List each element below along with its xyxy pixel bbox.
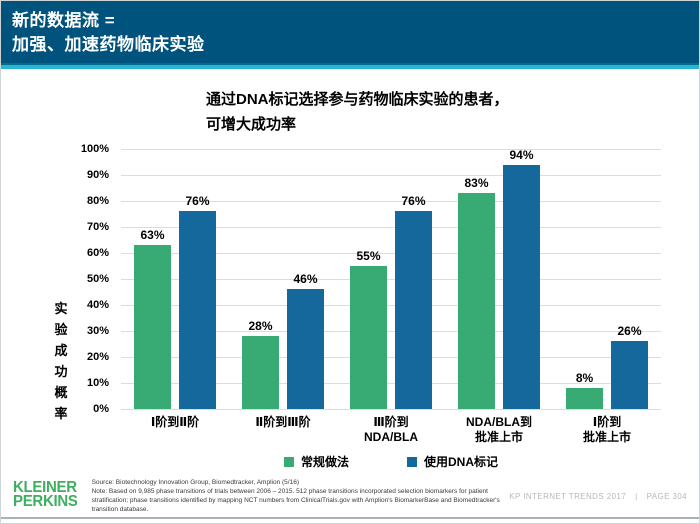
value-label: 94% bbox=[509, 147, 534, 162]
y-tick-label: 50% bbox=[86, 273, 109, 285]
x-axis-label: NDA/BLA到 批准上市 bbox=[466, 415, 532, 444]
gridline bbox=[121, 201, 661, 202]
gridline bbox=[121, 279, 661, 280]
separator: | bbox=[635, 492, 638, 501]
gridline bbox=[121, 175, 661, 176]
y-tick-label: 10% bbox=[86, 377, 109, 389]
y-tick-label: 70% bbox=[86, 221, 109, 233]
y-tick-label: 20% bbox=[86, 351, 109, 363]
slide-reference: KP INTERNET TRENDS 2017 | PAGE 304 bbox=[509, 492, 687, 501]
bar-series2: 76% bbox=[179, 194, 216, 409]
source-note: Source: Biotechnology Innovation Group, … bbox=[92, 478, 510, 514]
bar-series2: 76% bbox=[395, 194, 432, 409]
gridline bbox=[121, 149, 661, 150]
y-tick-label: 0% bbox=[93, 403, 109, 415]
slide-bottom-border bbox=[1, 517, 699, 519]
bar-group: 8% 26% bbox=[553, 149, 661, 409]
kleiner-perkins-logo: KLEINER PERKINS bbox=[13, 478, 78, 511]
y-axis-title: 实验成功概率 bbox=[54, 301, 68, 421]
y-axis-ticks: 0% 10% 20% 30% 40% 50% 60% 70% 80% 90% 100% bbox=[57, 143, 109, 415]
y-tick-label: 90% bbox=[86, 169, 109, 181]
bar-series1: 63% bbox=[134, 228, 171, 409]
legend: 常规做法 使用DNA标记 bbox=[121, 453, 661, 470]
legend-label: 使用DNA标记 bbox=[424, 455, 498, 469]
y-tick-label: 100% bbox=[80, 143, 109, 155]
value-label: 83% bbox=[464, 176, 489, 191]
header-title-line2: 加强、加速药物临床实验 bbox=[12, 35, 205, 54]
bar-group: 83% 94% bbox=[445, 148, 553, 409]
gridline bbox=[121, 253, 661, 254]
bar-group: 28% 46% bbox=[229, 149, 337, 409]
header-title-line1: 新的数据流 = bbox=[12, 11, 116, 30]
value-label: 55% bbox=[356, 249, 381, 263]
value-label: 28% bbox=[248, 319, 273, 334]
page-label: PAGE 304 bbox=[646, 492, 687, 501]
legend-swatch bbox=[283, 456, 294, 467]
logo-line2: PERKINS bbox=[13, 492, 78, 511]
chart-title-line2: 可增大成功率 bbox=[206, 116, 297, 133]
value-label: 76% bbox=[185, 194, 210, 209]
legend-swatch bbox=[407, 456, 417, 467]
legend-item-series2: 使用DNA标记 bbox=[407, 453, 498, 470]
header-banner: 新的数据流 = 加强、加速药物临床实验 bbox=[1, 1, 699, 63]
footer: KLEINER PERKINS Source: Biotechnology In… bbox=[1, 478, 699, 517]
chart-title: 通过DNA标记选择参与药物临床实验的患者， 可增大成功率 bbox=[206, 87, 509, 137]
bar-series1: 28% bbox=[242, 319, 279, 409]
bar-series1: 8% bbox=[566, 371, 603, 409]
value-label: 26% bbox=[617, 324, 642, 339]
gridline bbox=[121, 383, 661, 384]
gridline bbox=[121, 227, 661, 228]
y-tick-label: 60% bbox=[86, 247, 109, 259]
bar-group: 63% 76% bbox=[121, 149, 229, 409]
value-label: 76% bbox=[401, 194, 426, 209]
bar-series2: 46% bbox=[287, 272, 324, 409]
x-axis-labels: Ⅰ阶到Ⅱ阶 Ⅱ阶到Ⅲ阶 Ⅲ阶到 NDA/BLA NDA/BLA到 批准上市 Ⅰ阶到 批准上市 bbox=[121, 415, 661, 445]
legend-label: 常规做法 bbox=[300, 455, 349, 469]
header-accent-stripe bbox=[1, 63, 699, 69]
value-label: 8% bbox=[575, 371, 594, 386]
bar-series1: 55% bbox=[350, 249, 387, 409]
bar-groups: 63% 76% 28% 46% 55% 76% 83% 94% 8% 26% bbox=[121, 148, 661, 409]
bar-group: 55% 76% bbox=[337, 149, 445, 409]
bar-series2: 26% bbox=[611, 324, 648, 409]
legend-item-series1: 常规做法 bbox=[283, 453, 349, 470]
gridline bbox=[121, 305, 661, 306]
value-label: 46% bbox=[293, 272, 318, 287]
note-line: Note: Based on 9,985 phase transitions o… bbox=[91, 488, 500, 514]
plot-area: 63% 76% 28% 46% 55% 76% 83% 94% 8% 26% bbox=[121, 148, 661, 410]
y-tick-label: 80% bbox=[86, 195, 109, 207]
gridline bbox=[121, 331, 661, 332]
x-axis-label: Ⅰ阶到 批准上市 bbox=[582, 415, 631, 444]
source-line: Source: Biotechnology Innovation Group, … bbox=[91, 479, 299, 486]
bar-series2: 94% bbox=[503, 148, 540, 409]
y-tick-label: 30% bbox=[86, 325, 109, 337]
y-tick-label: 40% bbox=[86, 299, 109, 311]
brand-label: KP INTERNET TRENDS 2017 bbox=[509, 492, 627, 501]
x-axis-label: Ⅱ阶到Ⅲ阶 bbox=[255, 415, 311, 429]
gridline bbox=[121, 357, 661, 358]
logo-line1: KLEINER bbox=[13, 478, 77, 497]
bar-series1: 83% bbox=[458, 176, 495, 409]
gridline bbox=[121, 409, 661, 410]
chart-title-line1: 通过DNA标记选择参与药物临床实验的患者， bbox=[206, 91, 509, 108]
x-axis-label: Ⅲ阶到 NDA/BLA bbox=[364, 415, 418, 444]
value-label: 63% bbox=[140, 228, 165, 243]
x-axis-label: Ⅰ阶到Ⅱ阶 bbox=[150, 415, 200, 429]
